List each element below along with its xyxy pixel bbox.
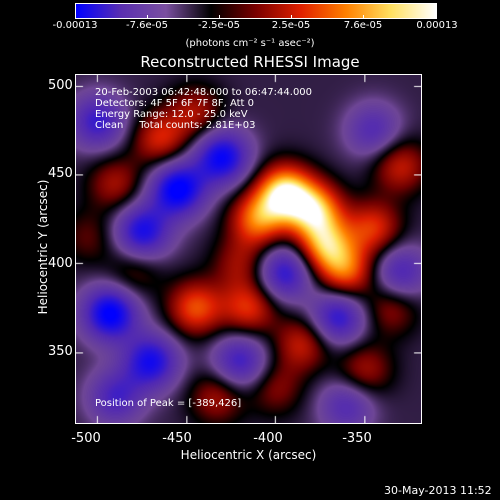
colorbar-tick-label: -7.6e-05 [126, 20, 168, 31]
info-energy-range: Energy Range: 12.0 - 25.0 keV [95, 109, 248, 120]
colorbar-tick-mark [436, 15, 437, 19]
colorbar-tick-mark [219, 15, 220, 19]
info-peak-position: Position of Peak = [-389,426] [95, 398, 242, 409]
colorbar-tick-mark [363, 15, 364, 19]
info-clean-counts: Clean Total counts: 2.81E+03 [95, 120, 256, 131]
footer-date: 30-May-2013 11:52 [384, 484, 492, 497]
colorbar [75, 3, 437, 19]
colorbar-tick-label: 0.00013 [416, 20, 458, 31]
y-tick-label: 450 [48, 166, 73, 181]
y-tick-label: 500 [48, 78, 73, 93]
colorbar-tick-mark [75, 15, 76, 19]
colorbar-tick-label: -2.5e-05 [198, 20, 240, 31]
y-tick-label: 350 [48, 344, 73, 359]
y-tick-label: 400 [48, 256, 73, 271]
x-axis-label: Heliocentric X (arcsec) [180, 448, 317, 462]
x-tick-label: -350 [342, 431, 372, 446]
info-time-range: 20-Feb-2003 06:42:48.000 to 06:47:44.000 [95, 87, 313, 98]
x-tick-label: -400 [253, 431, 283, 446]
info-detectors: Detectors: 4F 5F 6F 7F 8F, Att 0 [95, 98, 255, 109]
colorbar-tick-mark [147, 15, 148, 19]
colorbar-units: (photons cm⁻² s⁻¹ asec⁻²) [185, 38, 315, 49]
y-axis-label: Heliocentric Y (arcsec) [36, 179, 50, 315]
x-tick-label: -450 [162, 431, 192, 446]
plot-title: Reconstructed RHESSI Image [140, 53, 360, 71]
colorbar-tick-label: -0.00013 [52, 20, 98, 31]
plot-frame [75, 74, 422, 424]
colorbar-tick-mark [291, 15, 292, 19]
x-tick-label: -500 [71, 431, 101, 446]
colorbar-tick-label: 2.5e-05 [271, 20, 311, 31]
heatmap-image [76, 75, 421, 423]
colorbar-tick-label: 7.6e-05 [343, 20, 383, 31]
